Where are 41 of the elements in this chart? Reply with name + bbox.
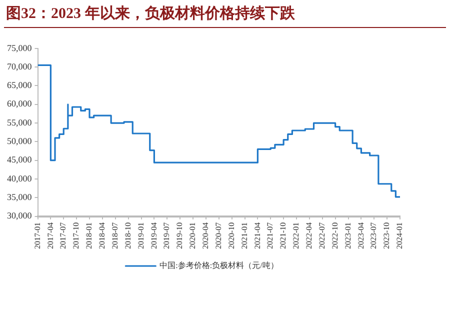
x-tick-label: 2018-10	[123, 222, 132, 250]
x-tick-label: 2022-04	[304, 222, 314, 250]
x-tick-label: 2019-10	[175, 222, 184, 250]
x-tick-label: 2022-07	[317, 222, 326, 250]
x-tick-label: 2017-01	[32, 222, 42, 250]
y-tick-label: 50,000	[7, 136, 32, 146]
x-tick-label: 2020-04	[201, 222, 210, 250]
y-tick-label: 40,000	[7, 173, 32, 184]
x-tick-label: 2020-01	[188, 222, 198, 250]
x-tick-label: 2022-10	[330, 222, 340, 250]
y-tick-label: 65,000	[7, 80, 32, 90]
y-tick-label: 70,000	[7, 61, 32, 72]
x-tick-label: 2023-10	[382, 222, 392, 250]
x-tick-label: 2022-01	[292, 222, 301, 250]
y-tick-label: 30,000	[7, 210, 32, 221]
x-tick-label: 2018-04	[98, 222, 107, 250]
x-tick-label: 2019-01	[136, 222, 146, 250]
x-tick-label: 2019-04	[149, 222, 158, 250]
x-tick-label: 2021-10	[278, 222, 288, 250]
x-tick-label: 2020-10	[226, 222, 236, 250]
x-tick-label: 2017-10	[72, 222, 81, 250]
y-tick-label: 75,000	[7, 42, 32, 53]
x-tick-label: 2017-07	[58, 222, 68, 250]
x-tick-label: 2020-07	[214, 222, 223, 250]
x-tick-label: 2021-01	[240, 222, 249, 250]
y-tick-label: 55,000	[7, 117, 32, 128]
chart-title: 图32：2023 年以来，负极材料价格持续下跌	[6, 4, 295, 23]
x-tick-label: 2018-07	[110, 222, 120, 250]
x-tick-label: 2021-04	[252, 222, 262, 250]
x-tick-label: 2023-07	[369, 222, 378, 250]
x-tick-label: 2023-04	[356, 222, 366, 250]
y-tick-label: 35,000	[7, 192, 32, 202]
x-tick-label: 2018-01	[84, 222, 94, 250]
x-tick-label: 2017-04	[46, 222, 55, 250]
x-tick-label: 2023-01	[343, 222, 352, 250]
x-tick-label: 2024-01	[395, 222, 404, 250]
legend-label: 中国:参考价格:负极材料（元/吨）	[160, 261, 278, 270]
x-tick-label: 2019-07	[162, 222, 172, 250]
y-tick-label: 45,000	[7, 154, 32, 165]
y-tick-label: 60,000	[7, 98, 32, 109]
x-tick-label: 2021-07	[266, 222, 275, 250]
